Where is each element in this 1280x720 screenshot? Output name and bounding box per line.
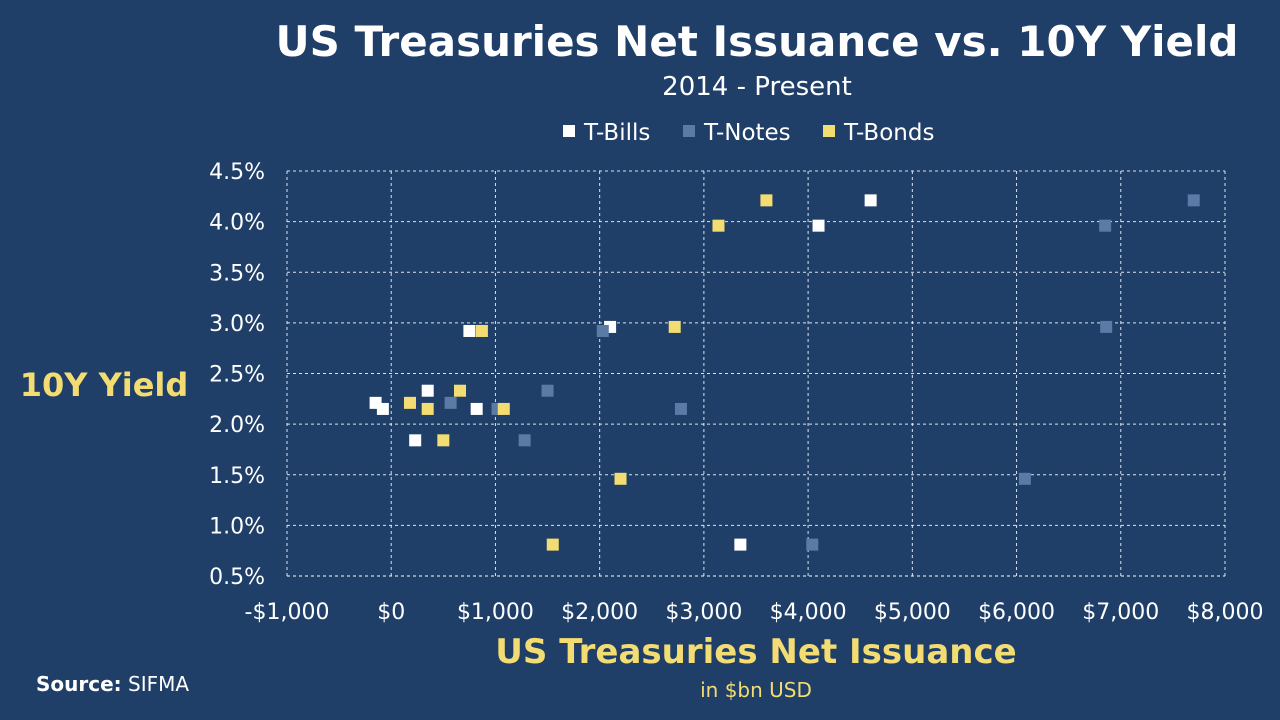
- chart-subtitle: 2014 - Present: [662, 72, 852, 102]
- data-point-t-notes: [444, 396, 457, 409]
- legend-swatch: [823, 125, 835, 137]
- y-tick-label: 4.0%: [209, 211, 265, 236]
- x-axis-label: US Treasuries Net Issuance: [495, 632, 1016, 672]
- data-point-t-bills: [812, 219, 825, 232]
- data-point-t-notes: [674, 402, 687, 415]
- data-point-t-bonds: [712, 219, 725, 232]
- x-tick-label: $3,000: [665, 600, 742, 625]
- data-point-t-bills: [463, 324, 476, 337]
- chart-title: US Treasuries Net Issuance vs. 10Y Yield: [276, 17, 1239, 66]
- data-point-t-notes: [1100, 320, 1113, 333]
- data-point-t-bonds: [546, 538, 559, 551]
- x-tick-label: $6,000: [978, 600, 1055, 625]
- source-value: SIFMA: [128, 672, 190, 696]
- y-axis-label: 10Y Yield: [20, 366, 189, 404]
- x-tick-label: $7,000: [1082, 600, 1159, 625]
- data-point-t-bills: [421, 384, 434, 397]
- data-point-t-notes: [541, 384, 554, 397]
- data-point-t-bills: [409, 434, 422, 447]
- y-tick-label: 0.5%: [209, 565, 265, 590]
- data-point-t-bills: [470, 402, 483, 415]
- source-label: Source:: [36, 672, 122, 696]
- y-tick-label: 1.0%: [209, 514, 265, 539]
- x-tick-label: -$1,000: [245, 600, 330, 625]
- data-point-t-bonds: [437, 434, 450, 447]
- y-tick-label: 4.5%: [209, 160, 265, 185]
- data-point-t-bills: [734, 538, 747, 551]
- data-point-t-bonds: [668, 320, 681, 333]
- data-point-t-notes: [1018, 472, 1031, 485]
- x-tick-label: $8,000: [1187, 600, 1264, 625]
- y-tick-label: 1.5%: [209, 464, 265, 489]
- data-point-t-notes: [806, 538, 819, 551]
- data-point-t-notes: [1187, 194, 1200, 207]
- data-point-t-notes: [518, 434, 531, 447]
- data-point-t-bills: [864, 194, 877, 207]
- data-point-t-bonds: [403, 396, 416, 409]
- y-tick-label: 3.0%: [209, 312, 265, 337]
- data-point-t-bills: [376, 402, 389, 415]
- data-point-t-bonds: [497, 402, 510, 415]
- data-point-t-bonds: [421, 402, 434, 415]
- x-tick-label: $2,000: [561, 600, 638, 625]
- x-tick-label: $1,000: [457, 600, 534, 625]
- source-note: Source: SIFMA: [36, 672, 189, 696]
- y-tick-label: 2.5%: [209, 363, 265, 388]
- legend-label: T-Bonds: [843, 120, 934, 146]
- x-axis-ticks: -$1,000 $0 $1,000 $2,000 $3,000 $4,000 $5,000 $…: [245, 600, 1264, 625]
- x-tick-label: $5,000: [874, 600, 951, 625]
- data-point-t-bonds: [454, 384, 467, 397]
- legend-label: T-Bills: [583, 120, 650, 146]
- data-point-t-bonds: [614, 472, 627, 485]
- grid: [286, 170, 1226, 577]
- legend-swatch: [683, 125, 695, 137]
- x-axis-sublabel: in $bn USD: [700, 678, 812, 702]
- data-point-t-bonds: [760, 194, 773, 207]
- legend: T-Bills T-Notes T-Bonds: [563, 120, 934, 146]
- legend-swatch: [563, 125, 575, 137]
- data-point-t-notes: [1099, 219, 1112, 232]
- y-tick-label: 3.5%: [209, 261, 265, 286]
- y-axis-ticks: 0.5% 1.0% 1.5% 2.0% 2.5% 3.0% 3.5% 4.0% 4.5%: [209, 160, 265, 590]
- legend-label: T-Notes: [703, 120, 791, 146]
- y-tick-label: 2.0%: [209, 413, 265, 438]
- data-point-t-notes: [596, 324, 609, 337]
- data-point-t-bonds: [475, 324, 488, 337]
- x-tick-label: $4,000: [770, 600, 847, 625]
- x-tick-label: $0: [377, 600, 405, 625]
- data-points: [369, 194, 1200, 551]
